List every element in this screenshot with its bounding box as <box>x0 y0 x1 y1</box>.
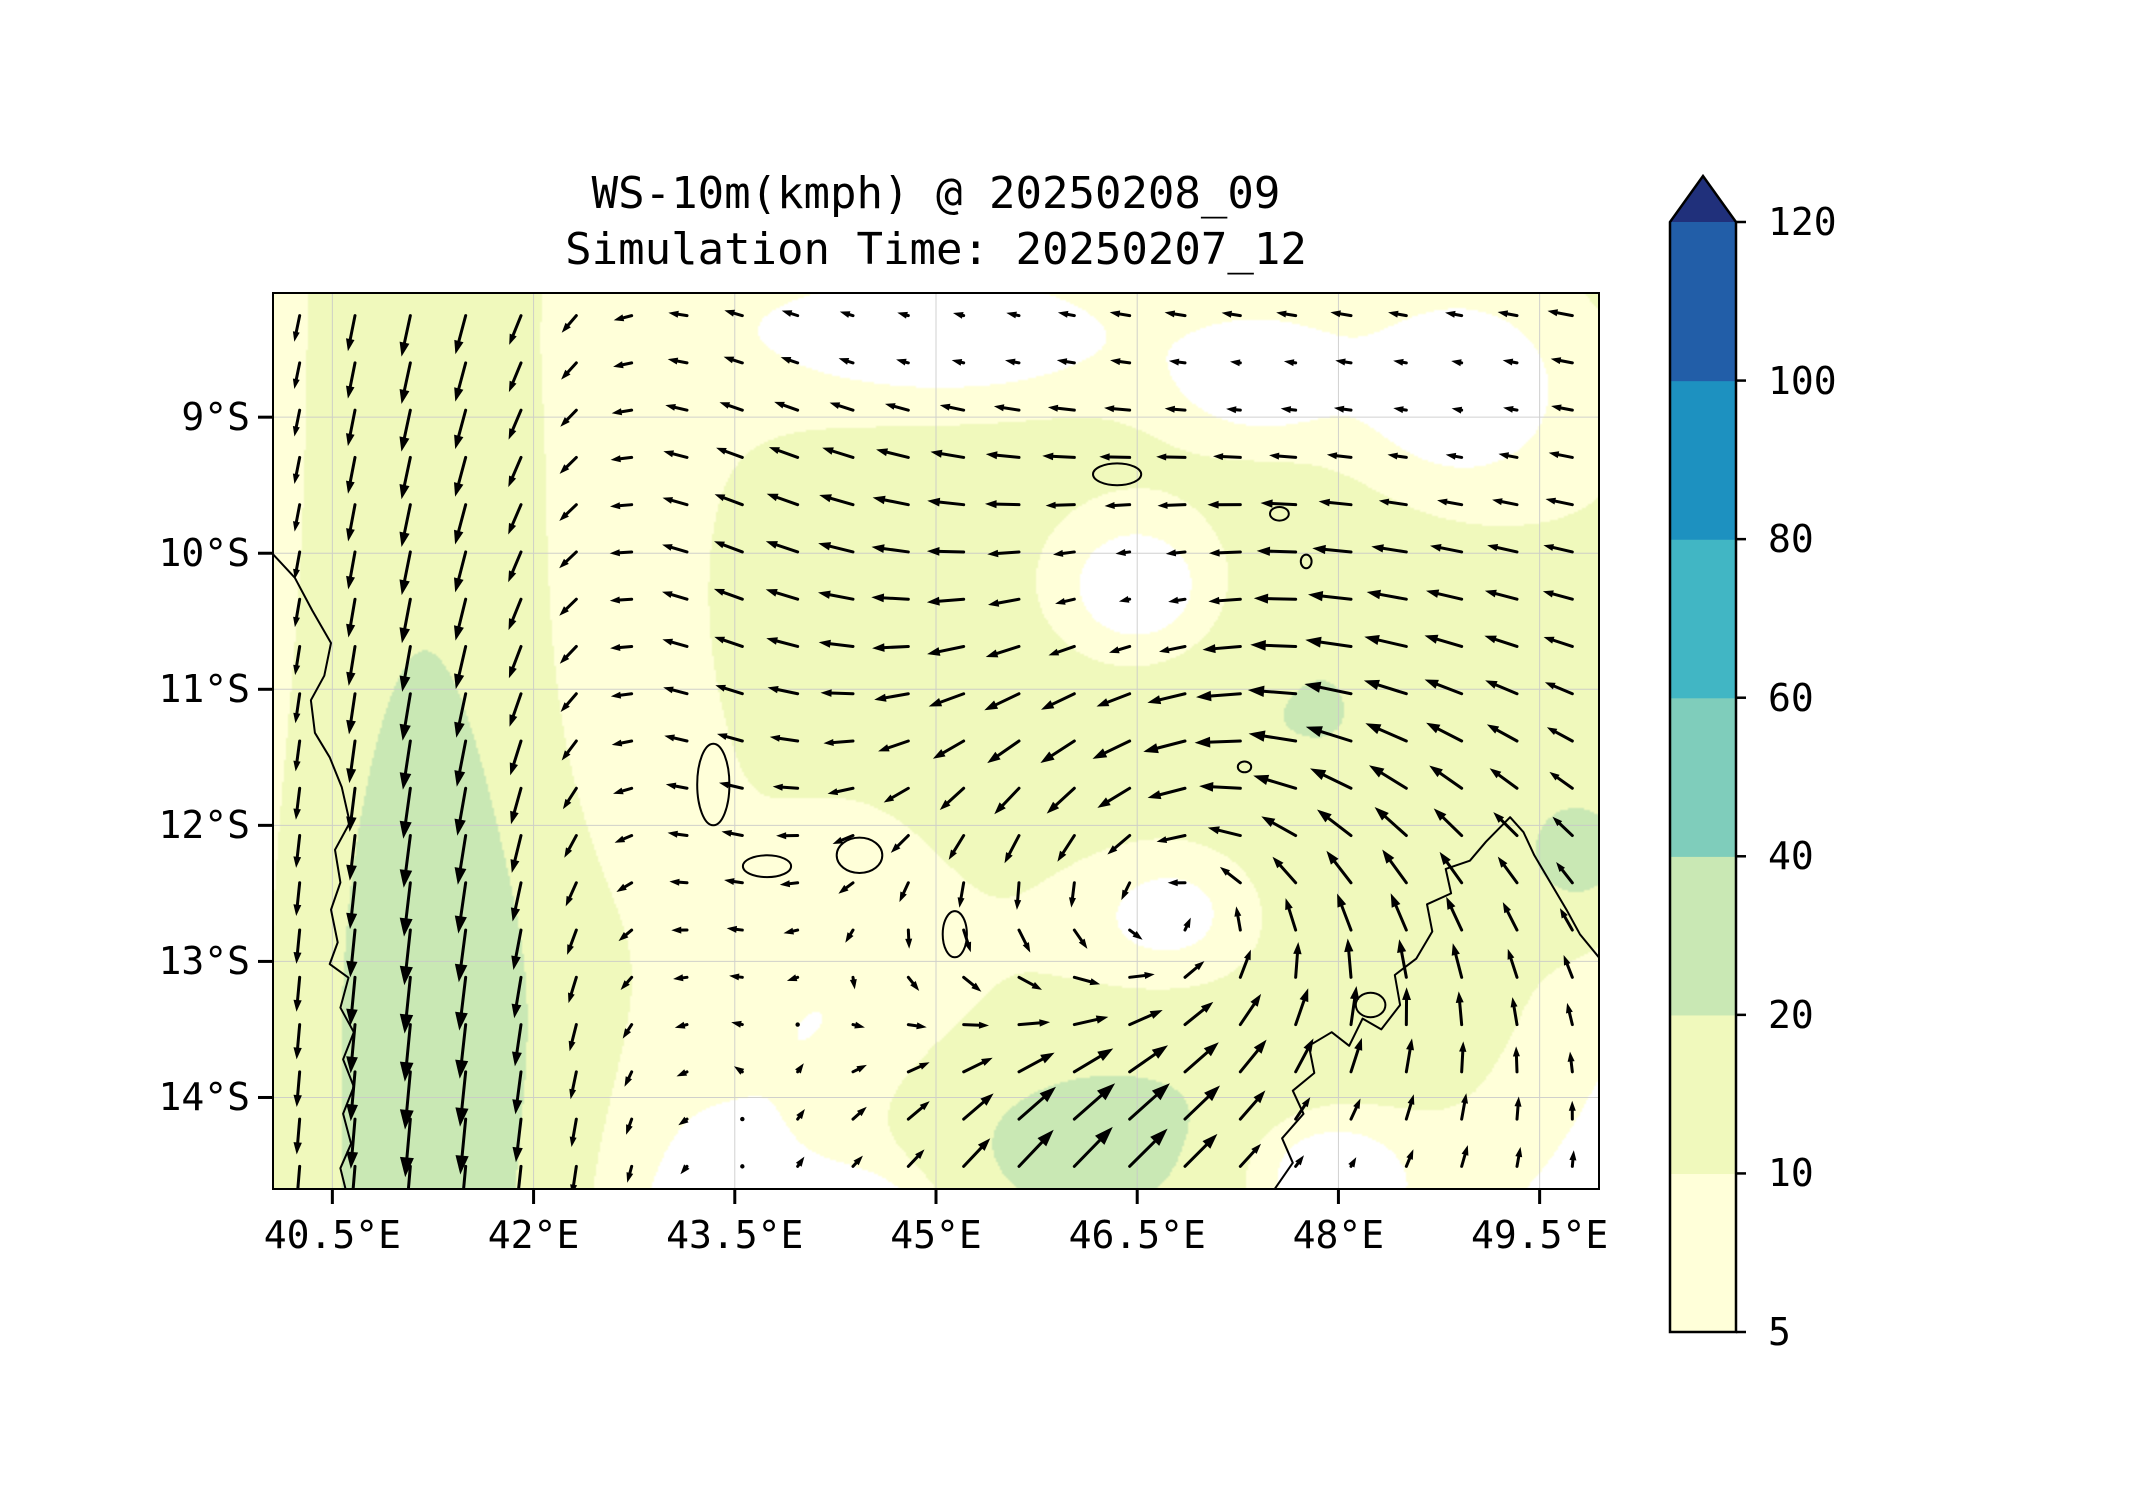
plot-area <box>258 292 1600 1204</box>
colorbar-segment <box>1670 1014 1736 1175</box>
gridlines <box>272 292 1600 1190</box>
axis-ticks <box>258 415 1542 1204</box>
map-layers <box>272 292 1600 1190</box>
x-tick-label: 49.5°E <box>1470 1213 1609 1257</box>
y-tick-label: 12°S <box>158 803 250 848</box>
island-outline <box>1236 760 1253 774</box>
colorbar-segment <box>1670 1173 1736 1333</box>
colorbar-extend-triangle <box>1670 176 1736 222</box>
colorbar-segment <box>1670 380 1736 540</box>
island-outline <box>835 836 884 874</box>
colorbar-tick-label: 20 <box>1768 992 1814 1037</box>
x-tick-label: 42°E <box>487 1213 580 1257</box>
colorbar-tick-label: 100 <box>1768 358 1837 403</box>
x-tick-label: 48°E <box>1292 1213 1385 1257</box>
chart-title-block: WS-10m(kmph) @ 20250208_09 Simulation Ti… <box>272 166 1600 278</box>
coastline <box>1273 816 1600 1190</box>
colorbar-segment <box>1670 222 1736 382</box>
chart-title: WS-10m(kmph) @ 20250208_09 <box>591 168 1281 219</box>
y-tick-label: 11°S <box>158 667 250 712</box>
colorbar-segment <box>1670 539 1736 699</box>
quiver-arrows <box>292 309 1577 1190</box>
island-outline <box>1299 553 1313 570</box>
chart-subtitle: Simulation Time: 20250207_12 <box>565 224 1307 275</box>
colorbar-segment <box>1670 856 1736 1016</box>
x-tick-label: 46.5°E <box>1068 1213 1206 1257</box>
colorbar <box>1668 173 1746 1334</box>
colorbar-tick-label: 40 <box>1768 834 1814 879</box>
island-outline <box>1354 991 1387 1019</box>
island-outline <box>941 910 968 959</box>
y-tick-label: 10°S <box>158 531 250 576</box>
x-tick-label: 43.5°E <box>666 1213 804 1257</box>
colorbar-tick-label: 5 <box>1768 1310 1791 1354</box>
colorbar-tick-label: 80 <box>1768 517 1814 562</box>
colorbar-tick-label: 120 <box>1768 200 1837 244</box>
colorbar-outline <box>1668 173 1738 1334</box>
x-tick-label: 45°E <box>890 1213 982 1257</box>
y-tick-label: 14°S <box>158 1075 250 1120</box>
y-tick-label: 9°S <box>181 395 250 440</box>
colorbar-tick-label: 10 <box>1768 1151 1814 1196</box>
coastline <box>272 552 355 1190</box>
x-tick-label: 40.5°E <box>263 1213 401 1257</box>
y-tick-label: 13°S <box>158 939 250 984</box>
island-outline <box>1269 506 1290 522</box>
island-outline <box>741 854 793 879</box>
island-outline <box>1092 462 1143 487</box>
map-overlay <box>258 292 1600 1204</box>
colorbar-tick-label: 60 <box>1768 675 1814 720</box>
colorbar-segment <box>1670 697 1736 857</box>
